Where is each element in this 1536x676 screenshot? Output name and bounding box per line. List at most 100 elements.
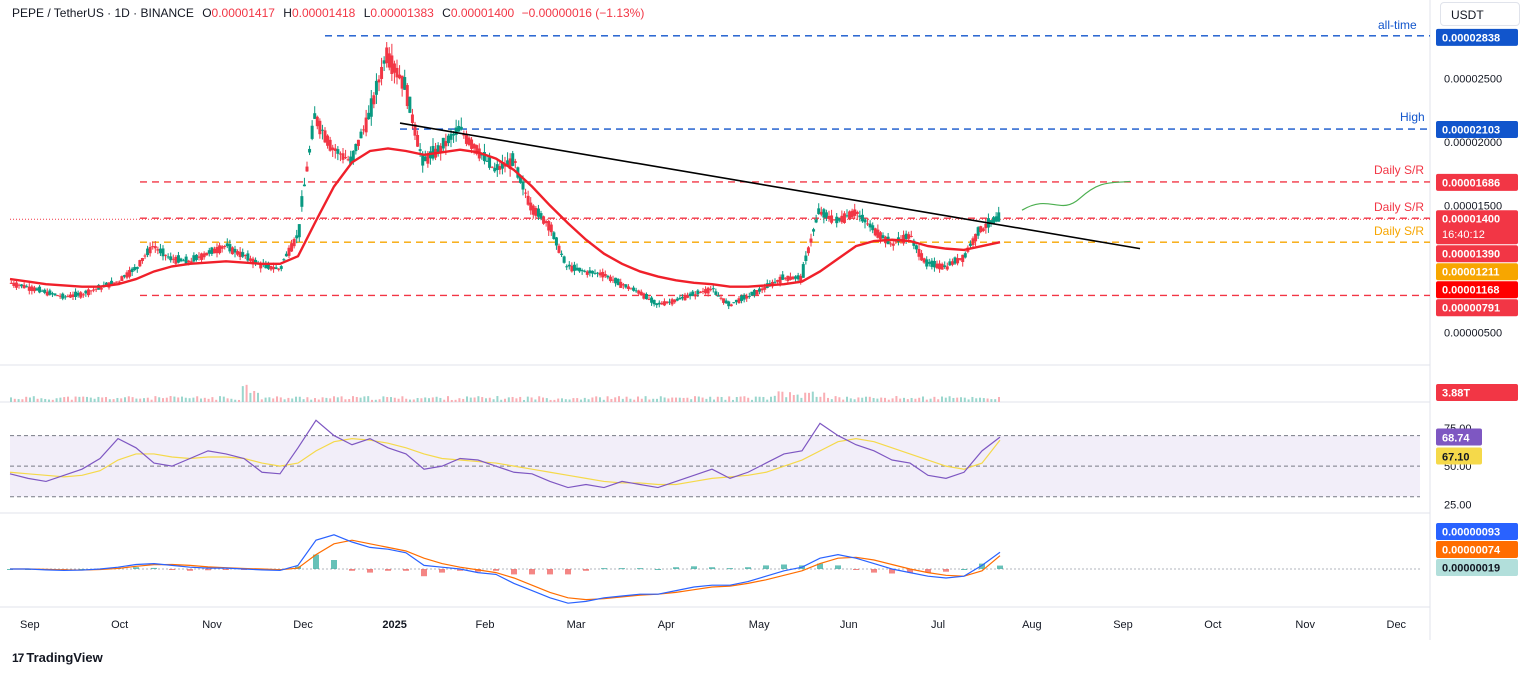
- candle-body: [176, 255, 180, 263]
- macd-histogram-bar: [709, 567, 715, 569]
- volume-bar: [116, 397, 119, 402]
- candle-body: [128, 269, 132, 277]
- macd-histogram-bar: [853, 569, 859, 570]
- candle-body: [891, 243, 895, 246]
- candle-body: [179, 258, 183, 262]
- price-axis-tick: 0.00002500: [1444, 74, 1502, 86]
- close-value: 0.00001400: [450, 6, 515, 20]
- candle-body: [747, 296, 751, 298]
- candle-body: [554, 237, 558, 246]
- candle-body: [567, 264, 571, 267]
- macd-histogram-bar: [745, 567, 751, 569]
- candle-body: [457, 125, 461, 132]
- candle-body: [845, 215, 849, 217]
- candle-body: [320, 129, 324, 131]
- candle-body: [395, 67, 399, 78]
- candle-body: [63, 296, 67, 298]
- low-label: L: [363, 6, 371, 20]
- currency-button[interactable]: USDT: [1440, 2, 1520, 26]
- candle-body: [272, 267, 276, 270]
- candle-body: [529, 202, 533, 211]
- candle-body: [729, 304, 733, 307]
- volume-bar: [865, 396, 867, 402]
- candle-body: [794, 276, 798, 279]
- volume-bar: [192, 397, 195, 402]
- candle-body: [758, 288, 762, 292]
- volume-bar: [671, 397, 674, 402]
- candle-body: [727, 301, 731, 307]
- candle-body: [351, 150, 355, 162]
- volume-bar: [287, 397, 290, 402]
- volume-bar: [511, 396, 514, 402]
- candle-body: [436, 145, 440, 154]
- tradingview-logo-icon: 17: [12, 651, 24, 665]
- candle-body: [277, 268, 281, 270]
- candle-body: [953, 257, 957, 264]
- candle-body: [76, 292, 80, 296]
- candle-body: [22, 284, 26, 289]
- volume-bar: [336, 397, 339, 402]
- candle-body: [626, 286, 630, 289]
- candle-body: [112, 282, 116, 284]
- candle-body: [650, 297, 654, 303]
- candle-body: [902, 234, 906, 244]
- candle-body: [135, 266, 139, 269]
- candle-body: [441, 137, 445, 149]
- candle-body: [89, 290, 93, 292]
- candle-body: [950, 261, 954, 265]
- volume-bar: [956, 397, 959, 402]
- macd-badge-bg: [1436, 523, 1518, 540]
- volume-bar: [948, 396, 951, 402]
- candle-body: [130, 268, 134, 272]
- tradingview-logo[interactable]: 17 TradingView: [12, 650, 103, 665]
- candle-body: [346, 159, 350, 161]
- volume-bar: [325, 397, 328, 402]
- volume-bar: [120, 398, 123, 402]
- candle-body: [652, 299, 656, 305]
- volume-bar: [595, 396, 598, 402]
- volume-bar: [306, 397, 309, 402]
- candle-body: [215, 247, 219, 254]
- volume-bar: [124, 397, 126, 402]
- volume-bar: [975, 398, 978, 402]
- volume-bar: [420, 398, 423, 402]
- volume-bar: [640, 398, 643, 402]
- volume-bar: [131, 397, 134, 402]
- candle-body: [853, 209, 857, 216]
- volume-bar: [705, 398, 708, 402]
- volume-bar: [963, 397, 966, 402]
- close-label: C: [442, 6, 451, 20]
- candle-body: [585, 271, 589, 275]
- candle-body: [71, 294, 75, 297]
- candle-body: [755, 290, 759, 295]
- time-axis-label: Mar: [567, 619, 586, 631]
- time-axis-label: Apr: [658, 619, 675, 631]
- candle-body: [848, 211, 852, 220]
- candle-body: [488, 157, 492, 168]
- candle-body: [290, 243, 294, 252]
- candle-body: [38, 286, 42, 293]
- volume-bar: [929, 398, 932, 402]
- candle-body: [673, 299, 677, 303]
- candle-body: [117, 281, 121, 283]
- symbol-title[interactable]: PEPE / TetherUS · 1D · BINANCE: [12, 6, 194, 20]
- macd-histogram-bar: [331, 560, 337, 569]
- candle-body: [225, 243, 229, 247]
- price-badge-bg: [1436, 281, 1518, 299]
- macd-histogram-bar: [925, 569, 931, 573]
- volume-badge-bg: [1436, 384, 1518, 401]
- macd-histogram-bar: [169, 569, 175, 570]
- volume-bar: [367, 396, 370, 402]
- volume-bar: [545, 398, 548, 402]
- candle-body: [32, 287, 36, 292]
- candle-body: [781, 274, 785, 280]
- candle-body: [66, 295, 70, 297]
- macd-histogram-bar: [961, 569, 967, 570]
- candle-body: [614, 277, 618, 284]
- candle-body: [639, 291, 643, 296]
- volume-bar: [530, 397, 533, 402]
- candle-body: [508, 158, 512, 170]
- candle-body: [426, 153, 430, 164]
- candle-body: [889, 243, 893, 245]
